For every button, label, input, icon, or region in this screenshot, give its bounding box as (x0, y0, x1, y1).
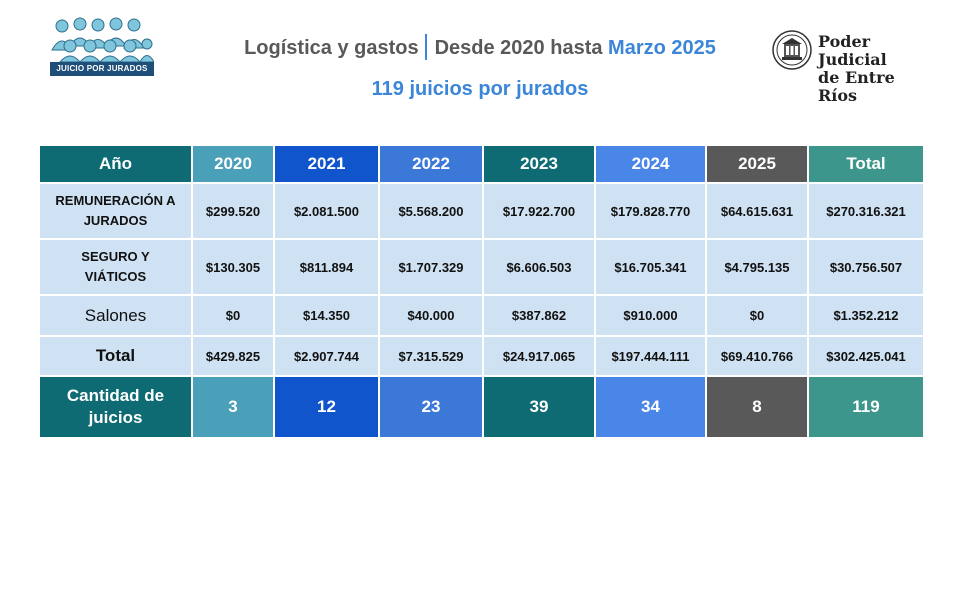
row-label-remuneracion: REMUNERACIÓN A JURADOS (38, 182, 193, 240)
column-header-2021: 2021 (273, 144, 380, 184)
table-header-row: Año 2020 2021 2022 2023 2024 2025 Total (38, 144, 925, 184)
table-cell: $1.352.212 (807, 294, 925, 337)
count-cell: 23 (378, 375, 484, 439)
poder-judicial-text: Poder Judicial de Entre Ríos (818, 33, 932, 105)
row-label-line: JURADOS (83, 213, 148, 228)
table-cell: $69.410.766 (705, 335, 809, 377)
row-label-line: juicios (88, 408, 143, 427)
column-header-year-label: Año (38, 144, 193, 184)
count-cell: 34 (594, 375, 707, 439)
title-main: Logística y gastos (244, 37, 419, 59)
title-separator (424, 34, 427, 60)
table-cell: $7.315.529 (378, 335, 484, 377)
row-label-cantidad-juicios: Cantidad de juicios (38, 375, 193, 439)
row-label-line: REMUNERACIÓN A (55, 193, 176, 208)
table-cell: $30.756.507 (807, 238, 925, 296)
count-cell: 12 (273, 375, 380, 439)
table-cell: $2.907.744 (273, 335, 380, 377)
table-cell: $1.707.329 (378, 238, 484, 296)
title-accent: Marzo 2025 (608, 37, 716, 59)
court-seal-icon (772, 30, 812, 70)
table-cell: $0 (191, 294, 275, 337)
table-cell: $14.350 (273, 294, 380, 337)
table-cell: $130.305 (191, 238, 275, 296)
page-subtitle: 119 juicios por jurados (371, 78, 589, 100)
table-cell: $0 (705, 294, 809, 337)
table-cell: $429.825 (191, 335, 275, 377)
column-header-2024: 2024 (594, 144, 707, 184)
column-header-2023: 2023 (482, 144, 596, 184)
table-cell: $64.615.631 (705, 182, 809, 240)
logo-right-line2: de Entre Ríos (818, 68, 895, 105)
juicio-por-jurados-logo: JUICIO POR JURADOS (50, 16, 154, 76)
table-cell: $179.828.770 (594, 182, 707, 240)
column-header-total: Total (807, 144, 925, 184)
row-label-total: Total (38, 335, 193, 377)
title-range: Desde 2020 hasta (434, 37, 603, 59)
count-cell: 119 (807, 375, 925, 439)
table-cell: $4.795.135 (705, 238, 809, 296)
count-cell: 3 (191, 375, 275, 439)
row-label-salones: Salones (38, 294, 193, 337)
table-row-total: Total $429.825 $2.907.744 $7.315.529 $24… (38, 335, 925, 377)
table-cell: $270.316.321 (807, 182, 925, 240)
table-row-salones: Salones $0 $14.350 $40.000 $387.862 $910… (38, 294, 925, 337)
logo-right-line1: Poder Judicial (818, 32, 887, 69)
header: JUICIO POR JURADOS Logística y gastos Des… (0, 0, 960, 130)
table-cell: $17.922.700 (482, 182, 596, 240)
count-cell: 39 (482, 375, 596, 439)
table-cell: $299.520 (191, 182, 275, 240)
table-cell: $197.444.111 (594, 335, 707, 377)
logo-banner-text: JUICIO POR JURADOS (50, 62, 154, 76)
poder-judicial-logo: Poder Judicial de Entre Ríos (772, 30, 932, 105)
row-label-line: SEGURO Y (81, 249, 150, 264)
page-title: Logística y gastos Desde 2020 hasta Marzo… (0, 34, 960, 60)
table-cell: $16.705.341 (594, 238, 707, 296)
table-row-remuneracion: REMUNERACIÓN A JURADOS $299.520 $2.081.5… (38, 182, 925, 240)
table-cell: $24.917.065 (482, 335, 596, 377)
expenses-table: Año 2020 2021 2022 2023 2024 2025 Total … (38, 144, 925, 439)
table-cell: $302.425.041 (807, 335, 925, 377)
column-header-2025: 2025 (705, 144, 809, 184)
count-cell: 8 (705, 375, 809, 439)
column-header-2020: 2020 (191, 144, 275, 184)
row-label-seguro-viaticos: SEGURO Y VIÁTICOS (38, 238, 193, 296)
table-row-seguro-viaticos: SEGURO Y VIÁTICOS $130.305 $811.894 $1.7… (38, 238, 925, 296)
table-cell: $387.862 (482, 294, 596, 337)
jurors-figures-icon (51, 17, 154, 62)
table-cell: $2.081.500 (273, 182, 380, 240)
column-header-2022: 2022 (378, 144, 484, 184)
table-row-cantidad-juicios: Cantidad de juicios 3 12 23 39 34 8 119 (38, 375, 925, 439)
table-cell: $910.000 (594, 294, 707, 337)
table-cell: $40.000 (378, 294, 484, 337)
table-cell: $5.568.200 (378, 182, 484, 240)
row-label-line: Cantidad de (66, 386, 165, 405)
table-cell: $811.894 (273, 238, 380, 296)
table-cell: $6.606.503 (482, 238, 596, 296)
row-label-line: VIÁTICOS (84, 269, 147, 284)
